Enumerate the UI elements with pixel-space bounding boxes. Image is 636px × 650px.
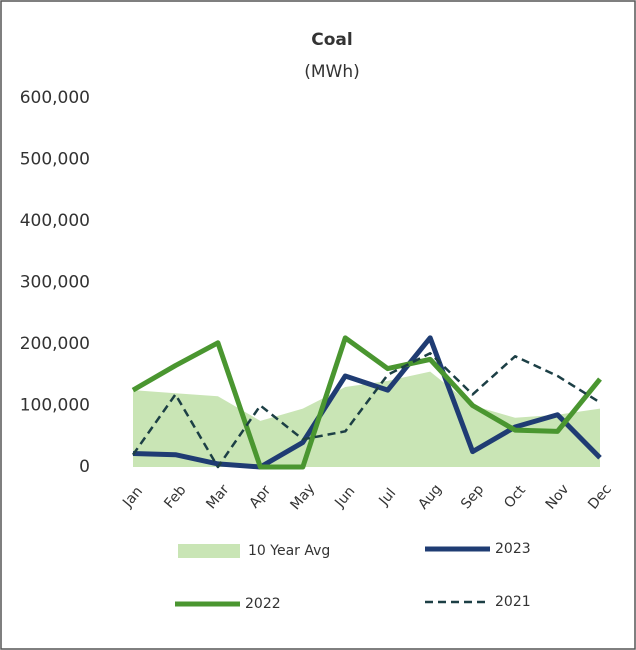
y-tick-label: 0 (79, 457, 90, 477)
legend-label: 2021 (495, 594, 531, 610)
legend-label: 2023 (495, 541, 531, 557)
legend-label: 10 Year Avg (248, 543, 330, 559)
chart-subtitle: (MWh) (304, 62, 360, 82)
line (132, 335, 602, 470)
y-tick-label: 200,000 (20, 334, 90, 354)
legend-label: 2022 (245, 596, 281, 612)
y-tick-label: 600,000 (20, 88, 90, 108)
line (131, 351, 601, 469)
line (131, 335, 602, 470)
y-tick-label: 500,000 (20, 150, 90, 170)
y-tick-label: 300,000 (20, 273, 90, 293)
y-tick-label: 100,000 (20, 396, 90, 416)
chart-title: Coal (311, 30, 352, 50)
y-tick-label: 400,000 (20, 211, 90, 231)
legend-swatch (178, 544, 240, 558)
